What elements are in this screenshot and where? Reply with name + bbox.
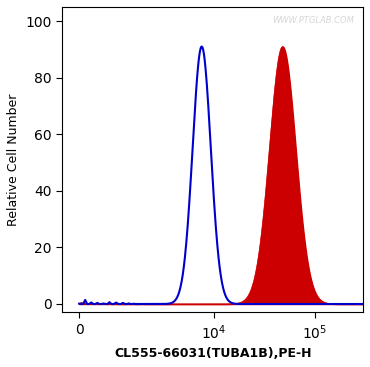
X-axis label: CL555-66031(TUBA1B),PE-H: CL555-66031(TUBA1B),PE-H <box>114 347 312 360</box>
Y-axis label: Relative Cell Number: Relative Cell Number <box>7 94 20 226</box>
Text: WWW.PTGLAB.COM: WWW.PTGLAB.COM <box>272 16 354 25</box>
